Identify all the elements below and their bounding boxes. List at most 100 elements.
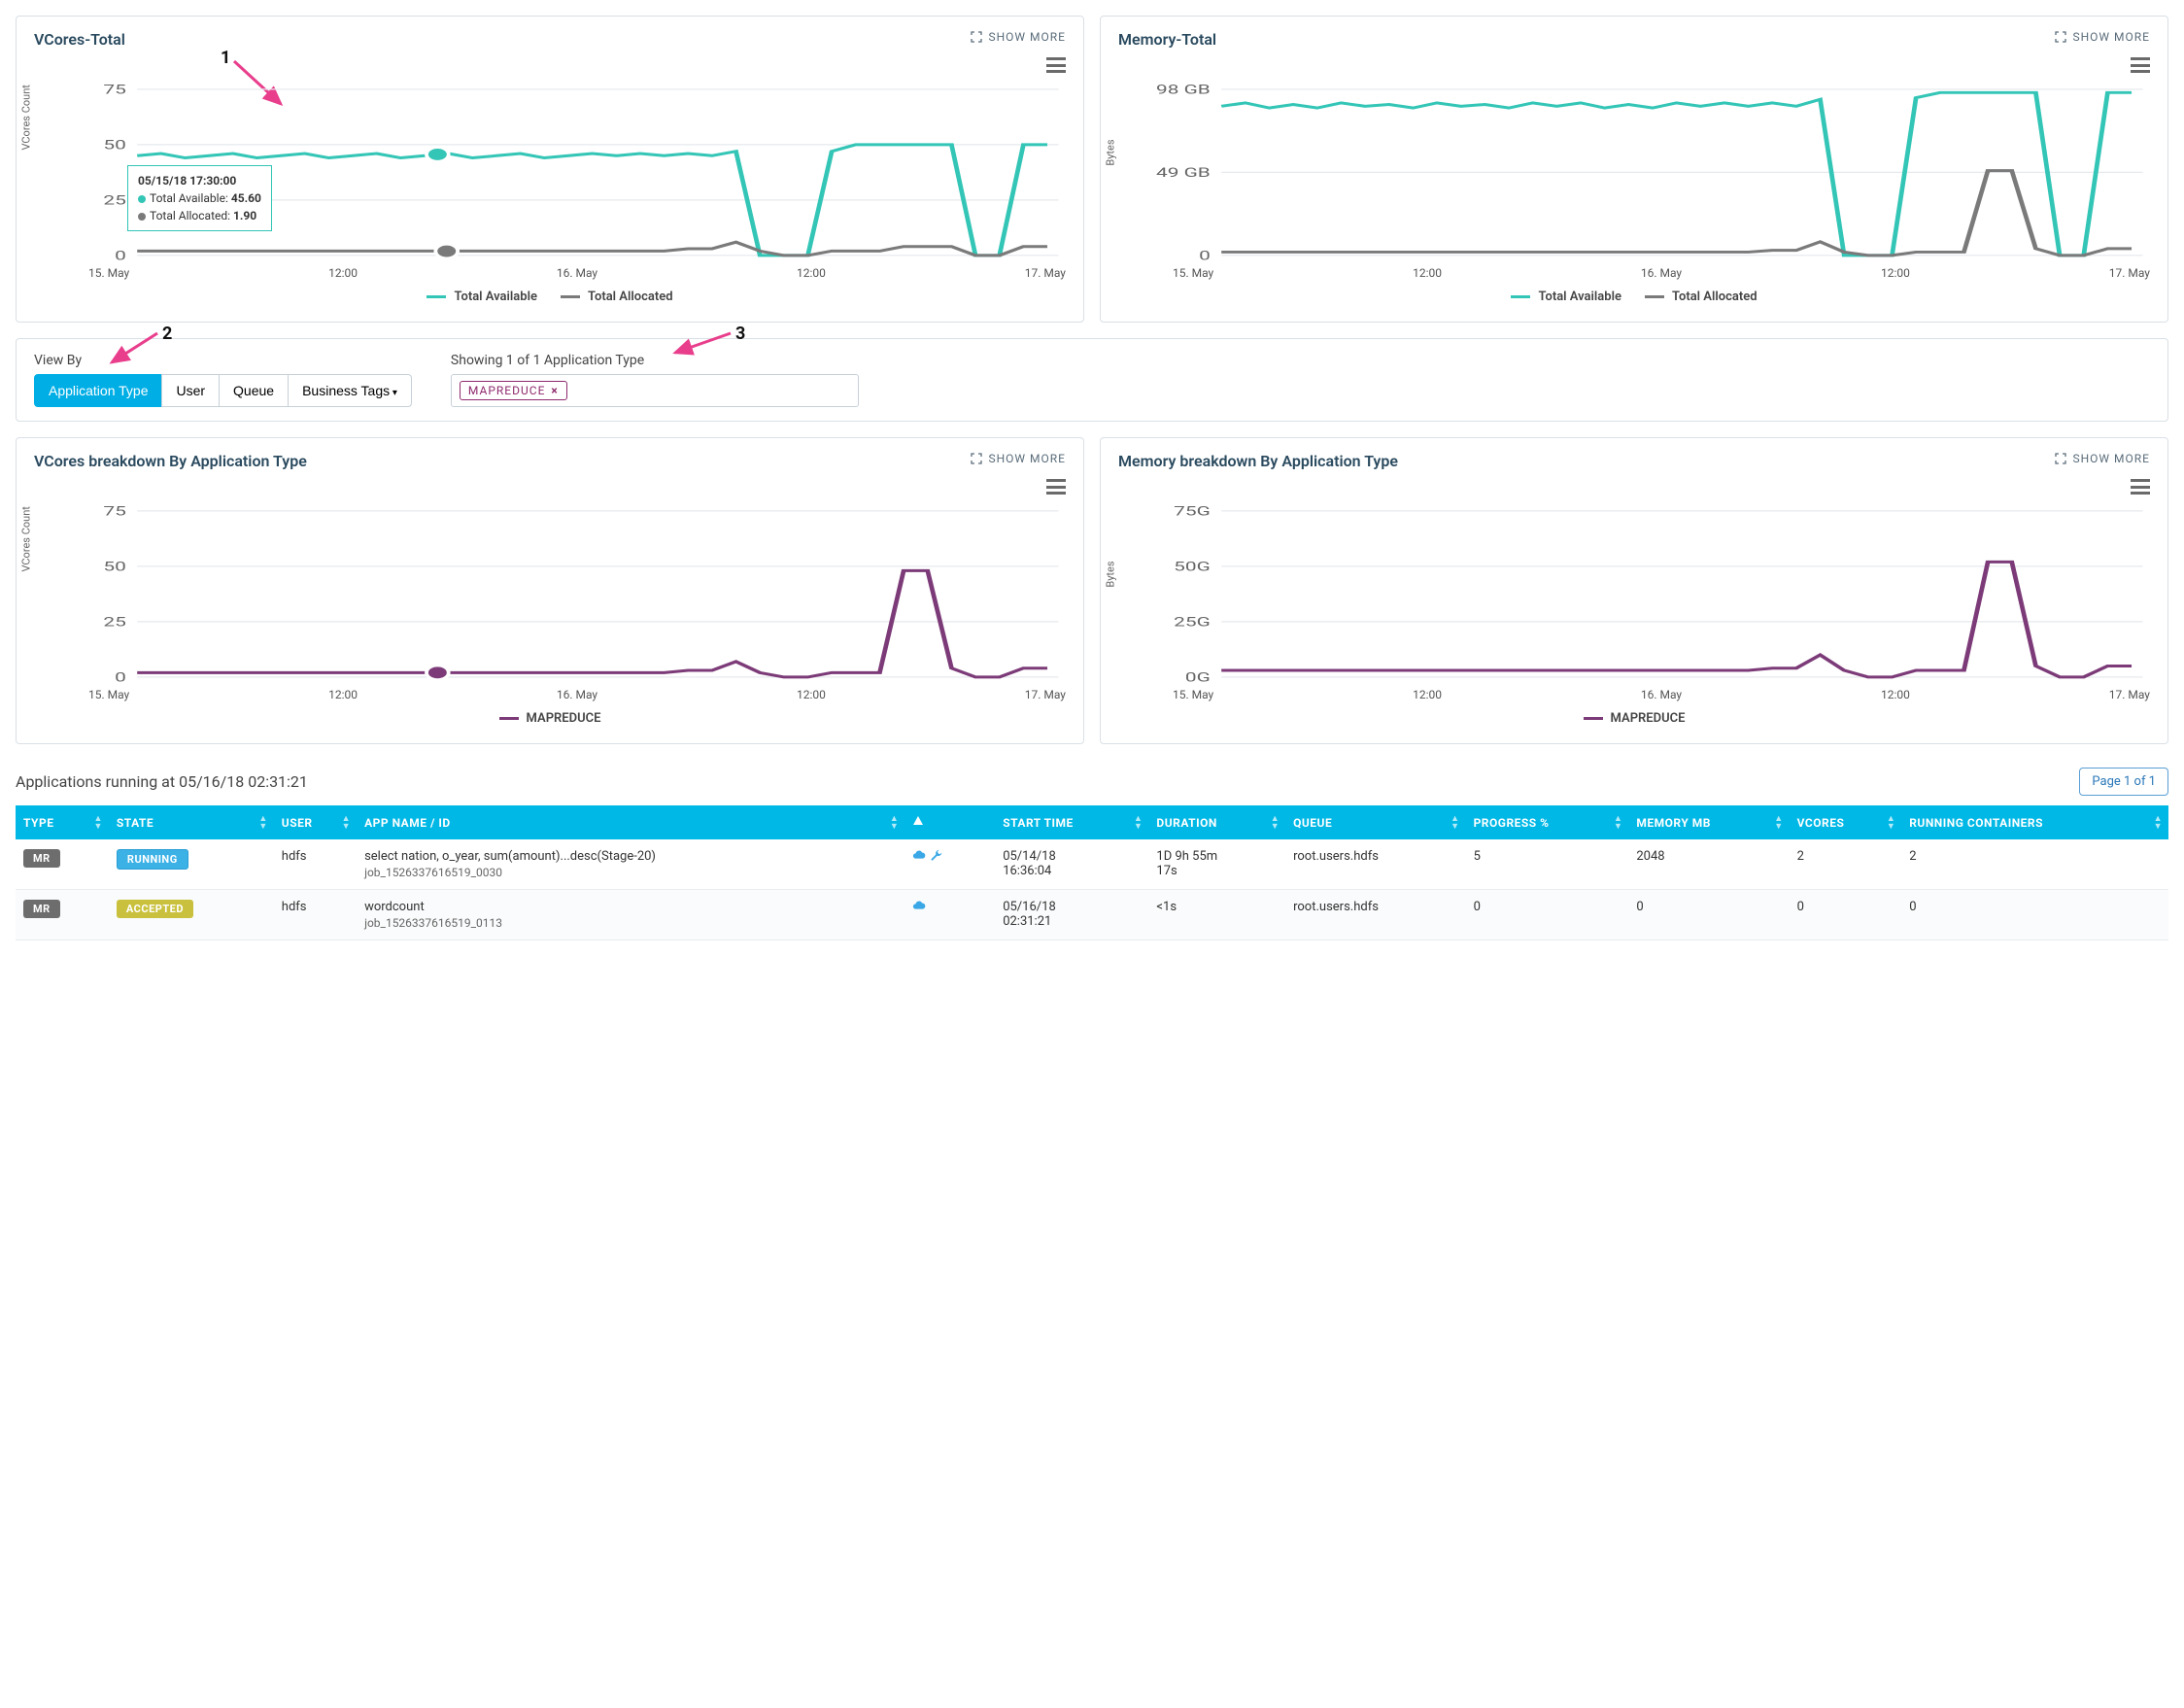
show-more-label: SHOW MORE (988, 30, 1066, 44)
legend-available[interactable]: Total Available (427, 290, 537, 304)
view-by-tab-user[interactable]: User (161, 374, 220, 407)
col-alert[interactable] (904, 805, 995, 839)
filter-chip-mapreduce[interactable]: MAPREDUCE × (460, 381, 567, 400)
col-duration[interactable]: DURATION▲▼ (1148, 805, 1285, 839)
cell-user: hdfs (274, 839, 357, 890)
view-by-tabs: Application TypeUserQueueBusiness Tags (34, 374, 412, 407)
legend-mapreduce[interactable]: MAPREDUCE (499, 711, 601, 726)
svg-text:50G: 50G (1174, 560, 1211, 574)
legend-available[interactable]: Total Available (1511, 290, 1621, 304)
legend-mapreduce-label: MAPREDUCE (527, 711, 601, 726)
chart-menu-icon[interactable] (2131, 479, 2150, 495)
card-title: VCores-Total (34, 30, 1066, 49)
cell-vcores: 2 (1790, 839, 1902, 890)
cell-containers: 2 (1901, 839, 2168, 890)
x-tick: 16. May (557, 266, 597, 280)
col-user[interactable]: USER▲▼ (274, 805, 357, 839)
card-vcores-breakdown: VCores breakdown By Application Type SHO… (16, 437, 1084, 744)
svg-text:25: 25 (103, 193, 126, 208)
cell-queue: root.users.hdfs (1285, 890, 1465, 940)
cell-appname[interactable]: wordcountjob_1526337616519_0113 (357, 890, 904, 940)
page-indicator[interactable]: Page 1 of 1 (2079, 768, 2168, 796)
col-start-time[interactable]: START TIME▲▼ (995, 805, 1148, 839)
cell-memory: 0 (1628, 890, 1789, 940)
cell-containers: 0 (1901, 890, 2168, 940)
legend-mapreduce[interactable]: MAPREDUCE (1584, 711, 1686, 726)
col-vcores[interactable]: VCORES▲▼ (1790, 805, 1902, 839)
col-type[interactable]: TYPE▲▼ (16, 805, 109, 839)
col-queue[interactable]: QUEUE▲▼ (1285, 805, 1465, 839)
filter-chip-input[interactable]: MAPREDUCE × (451, 374, 859, 407)
chip-remove-icon[interactable]: × (551, 384, 558, 397)
x-tick: 17. May (1025, 266, 1066, 280)
col-state[interactable]: STATE▲▼ (109, 805, 274, 839)
show-more-link[interactable]: SHOW MORE (971, 30, 1066, 44)
view-by-tab-application-type[interactable]: Application Type (34, 374, 162, 407)
cell-icons[interactable] (904, 890, 995, 940)
svg-text:0: 0 (115, 670, 126, 684)
card-title: Memory-Total (1118, 30, 2150, 49)
col-running-containers[interactable]: RUNNING CONTAINERS▲▼ (1901, 805, 2168, 839)
col-memory-mb[interactable]: MEMORY MB▲▼ (1628, 805, 1789, 839)
legend-allocated[interactable]: Total Allocated (561, 290, 673, 304)
legend: MAPREDUCE (34, 711, 1066, 726)
cell-progress: 5 (1466, 839, 1629, 890)
card-vcores-total: VCores-Total SHOW MORE 1 VCores Count 02… (16, 16, 1084, 323)
legend-available-label: Total Available (454, 290, 537, 304)
cell-appname[interactable]: select nation, o_year, sum(amount)...des… (357, 839, 904, 890)
chart-menu-icon[interactable] (1046, 57, 1066, 73)
alert-icon (912, 815, 924, 827)
table-row[interactable]: MR RUNNING hdfs select nation, o_year, s… (16, 839, 2168, 890)
showing-group: Showing 1 of 1 Application Type MAPREDUC… (451, 353, 859, 407)
y-axis-label: VCores Count (20, 506, 33, 571)
legend-allocated[interactable]: Total Allocated (1645, 290, 1757, 304)
show-more-link[interactable]: SHOW MORE (2055, 452, 2150, 465)
view-by-tab-queue[interactable]: Queue (219, 374, 289, 407)
expand-icon (2055, 453, 2066, 464)
table-row[interactable]: MR ACCEPTED hdfs wordcountjob_1526337616… (16, 890, 2168, 940)
applications-table: TYPE▲▼STATE▲▼USER▲▼APP NAME / ID▲▼ START … (16, 805, 2168, 940)
x-tick: 12:00 (1413, 266, 1442, 280)
chart-menu-icon[interactable] (2131, 57, 2150, 73)
wrench-icon[interactable] (930, 852, 943, 867)
view-by-tab-business-tags[interactable]: Business Tags (288, 374, 412, 407)
legend: MAPREDUCE (1118, 711, 2150, 726)
view-by-label: View By (34, 353, 412, 368)
show-more-link[interactable]: SHOW MORE (2055, 30, 2150, 44)
expand-icon (971, 453, 982, 464)
col-progress-[interactable]: PROGRESS %▲▼ (1466, 805, 1629, 839)
svg-text:0: 0 (115, 249, 126, 262)
card-title: Memory breakdown By Application Type (1118, 452, 2150, 470)
show-more-link[interactable]: SHOW MORE (971, 452, 1066, 465)
svg-text:50: 50 (103, 560, 125, 574)
svg-text:75G: 75G (1174, 504, 1211, 519)
svg-text:75: 75 (103, 504, 126, 519)
type-badge: MR (23, 900, 60, 918)
filter-bar: 2 3 View By Application TypeUserQueueBus… (16, 338, 2168, 422)
chart-menu-icon[interactable] (1046, 479, 1066, 495)
chart-memory-breakdown: 0G25G50G75G (1118, 499, 2150, 684)
cell-start: 05/14/1816:36:04 (995, 839, 1148, 890)
cloud-icon[interactable] (912, 903, 926, 917)
y-axis-label: Bytes (1105, 561, 1117, 587)
expand-icon (2055, 31, 2066, 43)
cell-memory: 2048 (1628, 839, 1789, 890)
cell-icons[interactable] (904, 839, 995, 890)
x-tick: 16. May (1641, 266, 1682, 280)
svg-text:0: 0 (1199, 249, 1211, 262)
cell-queue: root.users.hdfs (1285, 839, 1465, 890)
callout-number-2: 2 (162, 324, 172, 344)
state-badge: RUNNING (117, 849, 188, 870)
x-tick: 15. May (1173, 266, 1213, 280)
chart-memory-total: 049 GB98 GB (1118, 78, 2150, 262)
chart-vcores-total: 0255075 (34, 78, 1066, 262)
x-ticks-vcores-total: 15. May12:0016. May12:0017. May (34, 262, 1066, 280)
col-app-name-id[interactable]: APP NAME / ID▲▼ (357, 805, 904, 839)
cell-progress: 0 (1466, 890, 1629, 940)
card-title: VCores breakdown By Application Type (34, 452, 1066, 470)
cell-duration: <1s (1148, 890, 1285, 940)
type-badge: MR (23, 849, 60, 868)
x-tick: 15. May (88, 266, 129, 280)
cloud-icon[interactable] (912, 852, 926, 867)
applications-title: Applications running at 05/16/18 02:31:2… (16, 772, 308, 791)
